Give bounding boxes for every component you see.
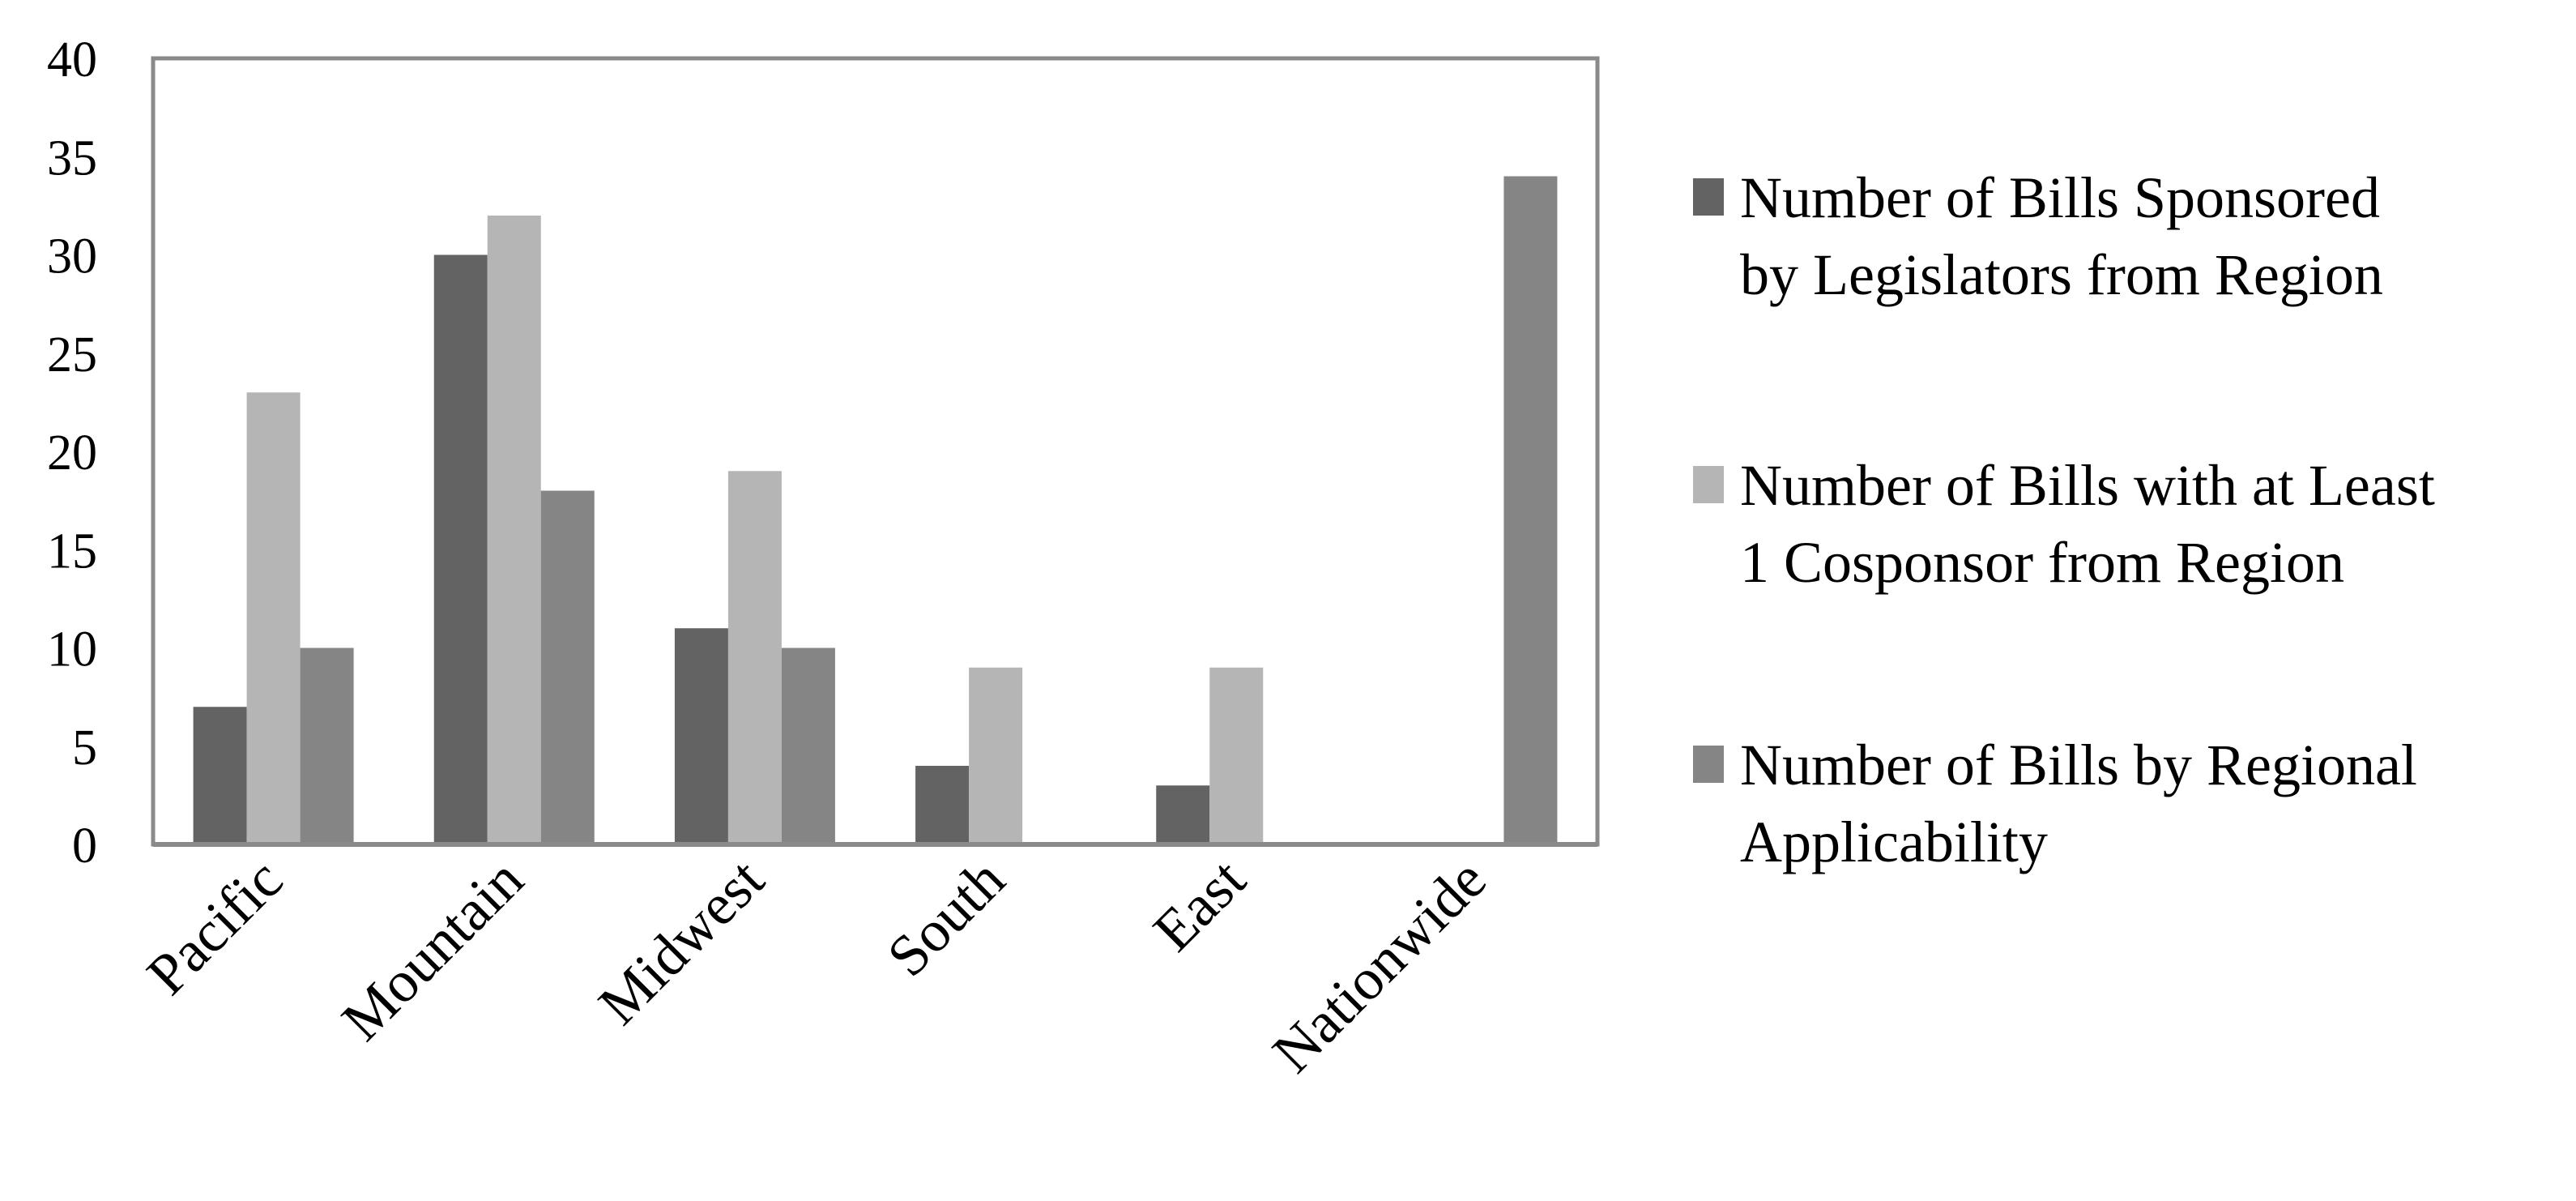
bar-pacific-series-3	[300, 648, 354, 844]
bar-pacific-series-2	[246, 392, 301, 844]
y-tick-label: 15	[47, 524, 97, 579]
legend-item-3: Number of Bills by Regional Applicability	[1693, 733, 2417, 874]
legend-swatch-1	[1693, 178, 1724, 216]
bar-mountain-series-2	[487, 216, 541, 844]
legend-label-1-line-2: by Legislators from Region	[1740, 242, 2383, 307]
legend-label-3-line-1: Number of Bills by Regional	[1740, 733, 2417, 797]
legend-item-1: Number of Bills Sponsored by Legislators …	[1693, 165, 2383, 307]
bar-nationwide-series-3	[1503, 176, 1558, 844]
legend-item-2: Number of Bills with at Least 1 Cosponsor…	[1693, 453, 2435, 595]
legend-label-1-line-1: Number of Bills Sponsored	[1740, 165, 2380, 230]
bars-layer	[193, 176, 1558, 844]
legend-label-2-line-2: 1 Cosponsor from Region	[1740, 530, 2344, 595]
bar-midwest-series-1	[674, 628, 728, 844]
x-tick-label-nationwide: Nationwide	[1260, 847, 1499, 1085]
plot-area	[151, 56, 1600, 847]
y-tick-label: 20	[47, 425, 97, 481]
x-axis: Pacific Mountain Midwest South East Nationwid…	[134, 847, 1499, 1085]
bar-mountain-series-3	[540, 490, 595, 844]
y-axis: 0 5 10 15 20 25 30 35 40	[47, 32, 97, 874]
x-tick-label-midwest: Midwest	[586, 847, 776, 1037]
y-tick-label: 40	[47, 32, 97, 88]
bar-east-series-2	[1209, 667, 1264, 844]
legend-label-3-line-2: Applicability	[1740, 810, 2048, 874]
legend-swatch-2	[1693, 466, 1724, 503]
x-tick-label-south: South	[875, 847, 1017, 989]
bar-midwest-series-2	[727, 471, 782, 844]
y-tick-label: 35	[47, 130, 97, 186]
bar-south-series-1	[915, 766, 970, 844]
legend-label-2-line-1: Number of Bills with at Least	[1740, 453, 2435, 518]
y-tick-label: 10	[47, 622, 97, 677]
legend-swatch-3	[1693, 746, 1724, 783]
legend: Number of Bills Sponsored by Legislators …	[1693, 165, 2435, 874]
y-tick-label: 30	[47, 229, 97, 284]
bar-south-series-2	[969, 667, 1023, 844]
bar-east-series-1	[1156, 785, 1210, 844]
bar-pacific-series-1	[193, 707, 247, 844]
bar-mountain-series-1	[433, 254, 488, 844]
y-tick-label: 5	[72, 720, 97, 776]
y-tick-label: 25	[47, 327, 97, 383]
x-tick-label-east: East	[1141, 847, 1257, 964]
x-tick-label-mountain: Mountain	[330, 847, 536, 1054]
y-tick-label: 0	[72, 818, 97, 874]
x-tick-label-pacific: Pacific	[134, 847, 295, 1007]
bar-midwest-series-3	[781, 648, 835, 844]
